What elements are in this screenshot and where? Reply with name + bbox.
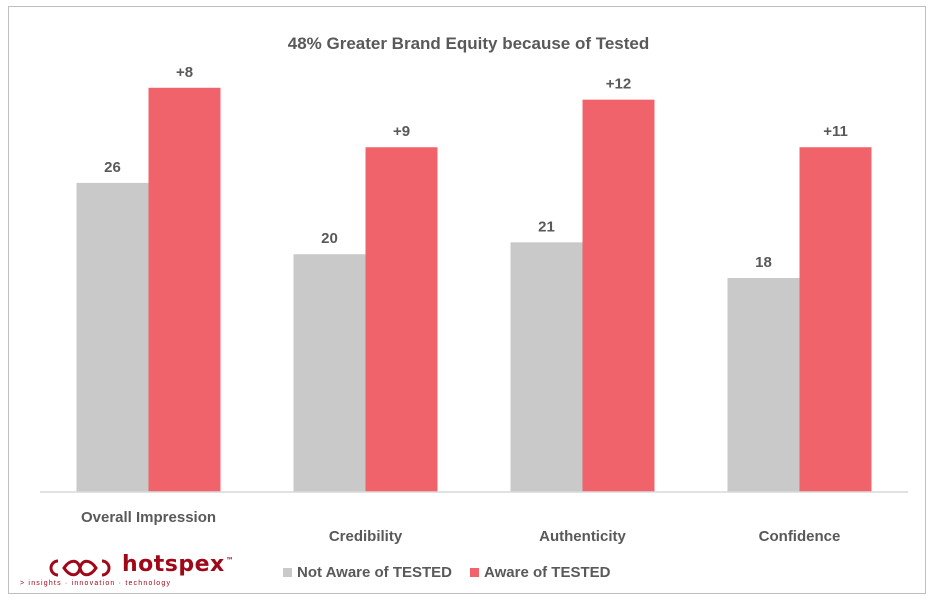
hotspex-tagline: > insights · innovation · technology — [20, 580, 172, 587]
data-label-not-aware-credibility: 20 — [321, 230, 338, 247]
data-label-not-aware-overall-impression: 26 — [104, 159, 121, 176]
legend-swatch-not-aware — [283, 568, 292, 577]
legend-label-aware: Aware of TESTED — [484, 564, 611, 581]
bar-aware-overall-impression — [148, 87, 221, 493]
chart-title: 48% Greater Brand Equity because of Test… — [287, 34, 650, 53]
category-label-confidence: Confidence — [759, 528, 841, 545]
bar-not-aware-authenticity — [510, 242, 583, 492]
category-label-overall-impression: Overall Impression — [81, 509, 216, 526]
hotspex-logo-mark-icon — [49, 559, 111, 577]
data-label-not-aware-confidence: 18 — [755, 254, 772, 271]
hotspex-logo: hotspex™ > insights · innovation · techn… — [20, 552, 282, 591]
data-label-aware-credibility: +9 — [393, 123, 410, 140]
data-label-not-aware-authenticity: 21 — [538, 218, 555, 235]
bar-aware-confidence — [799, 147, 872, 492]
bar-not-aware-credibility — [293, 254, 366, 492]
legend-item-not-aware: Not Aware of TESTED — [283, 564, 452, 581]
legend-swatch-aware — [470, 568, 480, 577]
hotspex-wordmark: hotspex™ — [122, 552, 235, 577]
data-label-aware-authenticity: +12 — [606, 76, 631, 93]
bar-aware-credibility — [365, 147, 438, 492]
bars-layer — [76, 87, 872, 493]
legend-item-aware: Aware of TESTED — [470, 564, 610, 581]
legend-label-not-aware: Not Aware of TESTED — [297, 564, 453, 581]
bar-not-aware-overall-impression — [76, 182, 149, 492]
labels-layer: 26 +8 20 +9 21 +12 18 +11 — [104, 64, 848, 271]
category-labels-layer: Overall Impression Credibility Authenticit… — [81, 509, 840, 545]
bar-not-aware-confidence — [727, 278, 800, 492]
chart-legend: Not Aware of TESTED Aware of TESTED — [283, 564, 628, 581]
data-label-aware-confidence: +11 — [823, 123, 848, 140]
bar-aware-authenticity — [582, 99, 655, 493]
data-label-aware-overall-impression: +8 — [176, 64, 193, 81]
category-label-authenticity: Authenticity — [539, 528, 626, 545]
category-label-credibility: Credibility — [329, 528, 403, 545]
